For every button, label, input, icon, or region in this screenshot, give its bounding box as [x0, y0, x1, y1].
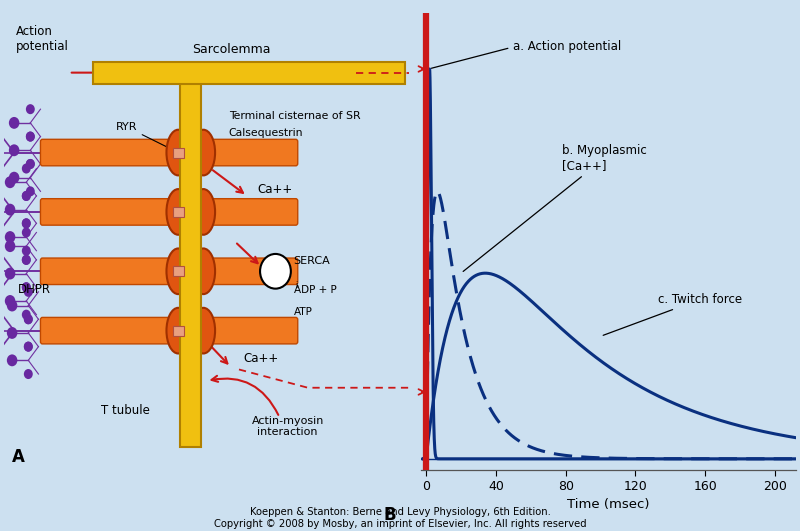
Text: DHPR: DHPR [18, 283, 51, 296]
FancyBboxPatch shape [199, 139, 298, 166]
Circle shape [24, 341, 33, 352]
Text: a. Action potential: a. Action potential [431, 40, 622, 68]
Text: ADP + P: ADP + P [294, 285, 337, 295]
Circle shape [22, 255, 30, 265]
Text: c. Twitch force: c. Twitch force [603, 293, 742, 335]
Text: A: A [12, 448, 25, 466]
Ellipse shape [166, 308, 190, 354]
Circle shape [22, 282, 30, 292]
Circle shape [5, 231, 15, 243]
Circle shape [5, 268, 15, 279]
Text: b. Myoplasmic
[Ca++]: b. Myoplasmic [Ca++] [463, 144, 647, 271]
Ellipse shape [166, 189, 190, 235]
Circle shape [22, 191, 30, 201]
Bar [180, 73, 202, 447]
Circle shape [22, 164, 30, 174]
FancyBboxPatch shape [41, 199, 182, 225]
Circle shape [24, 369, 33, 379]
Bar [173, 326, 184, 336]
Circle shape [26, 159, 34, 169]
Ellipse shape [191, 189, 215, 235]
Circle shape [9, 172, 19, 184]
Circle shape [22, 310, 30, 320]
Ellipse shape [191, 308, 215, 354]
Circle shape [26, 186, 34, 196]
Text: SERCA: SERCA [294, 256, 330, 266]
Circle shape [22, 191, 30, 201]
Circle shape [22, 255, 30, 265]
Text: Action
potential: Action potential [16, 24, 69, 53]
FancyBboxPatch shape [41, 258, 182, 285]
Circle shape [24, 341, 33, 352]
Circle shape [5, 204, 15, 216]
Circle shape [9, 117, 19, 129]
Text: Ca++: Ca++ [258, 183, 293, 195]
Circle shape [7, 299, 18, 312]
Bar [93, 62, 405, 84]
Text: Terminal cisternae of SR: Terminal cisternae of SR [229, 111, 361, 121]
Text: ATP: ATP [294, 307, 313, 318]
FancyBboxPatch shape [199, 318, 298, 344]
FancyBboxPatch shape [199, 199, 298, 225]
Circle shape [26, 132, 34, 142]
Circle shape [26, 159, 34, 169]
Text: B: B [383, 506, 396, 524]
Text: RYR: RYR [115, 122, 176, 151]
X-axis label: Time (msec): Time (msec) [567, 498, 650, 510]
Ellipse shape [191, 249, 215, 294]
Circle shape [22, 218, 30, 228]
Circle shape [5, 240, 15, 252]
Circle shape [24, 314, 33, 324]
Circle shape [24, 314, 33, 324]
Circle shape [9, 144, 19, 156]
Circle shape [22, 246, 30, 256]
Text: Ca++: Ca++ [243, 352, 278, 365]
Text: Sarcolemma: Sarcolemma [192, 44, 270, 56]
Text: T tubule: T tubule [102, 404, 150, 417]
Text: i: i [296, 280, 298, 289]
Bar [173, 148, 184, 158]
Bar [173, 207, 184, 217]
Circle shape [22, 282, 30, 292]
Text: Calsequestrin: Calsequestrin [229, 128, 303, 138]
Circle shape [24, 287, 33, 297]
Circle shape [7, 327, 18, 339]
Text: Koeppen & Stanton: Berne and Levy Physiology, 6th Edition.
Copyright © 2008 by M: Koeppen & Stanton: Berne and Levy Physio… [214, 507, 586, 529]
Bar [173, 266, 184, 276]
FancyBboxPatch shape [199, 258, 298, 285]
FancyBboxPatch shape [41, 318, 182, 344]
Ellipse shape [191, 130, 215, 175]
Ellipse shape [166, 130, 190, 175]
Circle shape [5, 176, 15, 188]
Circle shape [26, 132, 34, 142]
Circle shape [260, 254, 291, 289]
Ellipse shape [166, 249, 190, 294]
Circle shape [22, 218, 30, 228]
Circle shape [26, 104, 34, 114]
Circle shape [22, 227, 30, 237]
FancyBboxPatch shape [4, 13, 409, 470]
FancyBboxPatch shape [41, 139, 182, 166]
Circle shape [5, 295, 15, 307]
Text: Actin-myosin
interaction: Actin-myosin interaction [251, 416, 324, 438]
Circle shape [7, 354, 18, 366]
